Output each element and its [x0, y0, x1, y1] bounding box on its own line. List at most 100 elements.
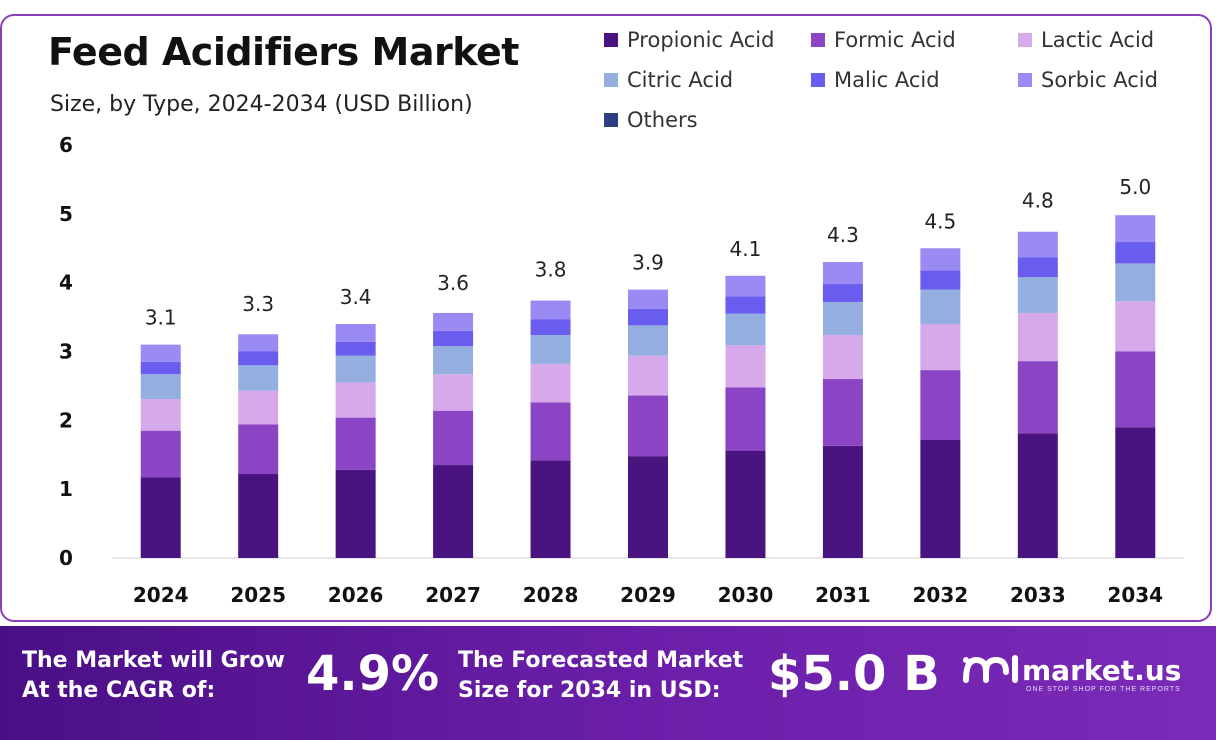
bar-segment — [238, 424, 279, 475]
legend-item: Citric Acid — [604, 68, 733, 92]
bar-segment — [628, 395, 668, 457]
bar-segment — [530, 319, 571, 335]
bar-segment — [920, 439, 961, 558]
forecast-label: The Forecasted Market Size for 2034 in U… — [458, 646, 743, 706]
bar-segment — [238, 390, 279, 425]
legend-item: Formic Acid — [811, 28, 956, 52]
bar-total-label: 3.6 — [437, 271, 469, 295]
y-tick-label: 0 — [59, 546, 73, 570]
forecast-label-line2: Size for 2034 in USD: — [458, 678, 721, 703]
x-tick-label: 2033 — [1010, 583, 1066, 607]
bar-total-label: 4.1 — [730, 237, 762, 261]
y-tick-label: 1 — [59, 477, 73, 501]
bar-segment — [920, 270, 961, 290]
bar-segment — [822, 301, 863, 335]
bar-segment — [822, 334, 863, 380]
legend-swatch — [811, 33, 825, 47]
y-tick-label: 4 — [59, 271, 73, 295]
bar-segment — [140, 430, 181, 478]
bar-segment — [530, 300, 571, 320]
bar-segment — [140, 361, 181, 375]
legend-item: Sorbic Acid — [1018, 68, 1158, 92]
bar-segment — [140, 398, 181, 431]
legend-label: Others — [627, 108, 698, 132]
bar-segment — [920, 289, 961, 324]
x-tick-label: 2025 — [230, 583, 286, 607]
bar-segment — [530, 402, 571, 461]
bar-segment — [335, 341, 376, 356]
bar-segment — [433, 345, 474, 375]
bar-segment — [140, 344, 181, 362]
bar-segment — [433, 410, 474, 466]
bar-segment — [238, 351, 279, 366]
y-tick-label: 2 — [59, 408, 73, 432]
legend-label: Lactic Acid — [1041, 28, 1155, 52]
x-tick-label: 2027 — [425, 583, 481, 607]
bar-segment — [628, 289, 668, 309]
legend-swatch — [604, 33, 618, 47]
x-tick-label: 2034 — [1107, 583, 1163, 607]
cagr-label-line2: At the CAGR of: — [22, 678, 216, 703]
bar-segment — [335, 355, 376, 383]
bar-segment — [433, 374, 474, 411]
bar-segment — [628, 308, 668, 326]
bar-segment — [822, 445, 863, 558]
footer-banner: The Market will Grow At the CAGR of: 4.9… — [0, 626, 1216, 740]
bar-segment — [140, 374, 181, 399]
chart-title: Feed Acidifiers Market — [48, 30, 519, 74]
bar-segment — [920, 370, 961, 440]
bar-total-label: 3.8 — [535, 257, 567, 281]
market-us-logo-icon — [963, 655, 1018, 683]
bar-segment — [530, 334, 571, 364]
bar-total-label: 5.0 — [1119, 175, 1151, 199]
bar-segment — [238, 334, 279, 352]
x-tick-label: 2031 — [815, 583, 871, 607]
bar-segment — [1017, 433, 1058, 558]
legend-item: Others — [604, 108, 698, 132]
bar-segment — [433, 465, 474, 558]
bar-segment — [822, 284, 863, 302]
bar-segment — [1115, 242, 1156, 264]
bar-total-label: 3.3 — [242, 292, 274, 316]
bar-segment — [335, 469, 376, 558]
bar-segment — [335, 382, 376, 418]
bar-segment — [1017, 277, 1058, 313]
brand-logo: market.us ONE STOP SHOP FOR THE REPORTS — [960, 650, 1182, 693]
brand-name: market.us — [1022, 653, 1182, 687]
bar-segment — [920, 248, 961, 271]
bar-segment — [920, 323, 961, 371]
bar-segment — [628, 355, 668, 396]
bar-segment — [1115, 215, 1156, 243]
legend-swatch — [1018, 33, 1032, 47]
bar-segment — [1017, 257, 1058, 278]
bar-segment — [725, 296, 766, 314]
legend-swatch — [1018, 73, 1032, 87]
bar-segment — [238, 365, 279, 391]
bar-segment — [628, 325, 668, 356]
bar-segment — [1115, 263, 1156, 302]
y-tick-label: 3 — [59, 340, 73, 364]
bar-total-label: 4.5 — [924, 209, 956, 233]
cagr-value: 4.9% — [306, 646, 440, 702]
x-tick-label: 2032 — [913, 583, 969, 607]
bar-segment — [1017, 231, 1058, 258]
bar-segment — [1115, 427, 1156, 558]
legend-item: Lactic Acid — [1018, 28, 1154, 52]
brand-tagline: ONE STOP SHOP FOR THE REPORTS — [1026, 686, 1181, 693]
y-tick-label: 6 — [59, 133, 73, 157]
bar-segment — [238, 474, 279, 558]
forecast-label-line1: The Forecasted Market — [458, 648, 744, 673]
bar-segment — [433, 330, 474, 346]
bar-total-label: 4.8 — [1022, 189, 1054, 213]
bar-segment — [725, 313, 766, 346]
bar-segment — [628, 456, 668, 558]
bar-segment — [725, 450, 766, 558]
stacked-bar-chart: 0 1 2 3 4 5 6 3.1 2024 3.3 2025 3.4 2026 3.6 2027 3.8 20… — [59, 133, 1184, 607]
bar-segment — [725, 387, 766, 451]
bar-total-label: 3.9 — [632, 251, 664, 275]
bar-segment — [822, 379, 863, 446]
bar-segment — [433, 312, 474, 331]
bar-total-label: 3.1 — [145, 306, 177, 330]
bar-segment — [335, 323, 376, 342]
bar-segment — [1017, 312, 1058, 362]
